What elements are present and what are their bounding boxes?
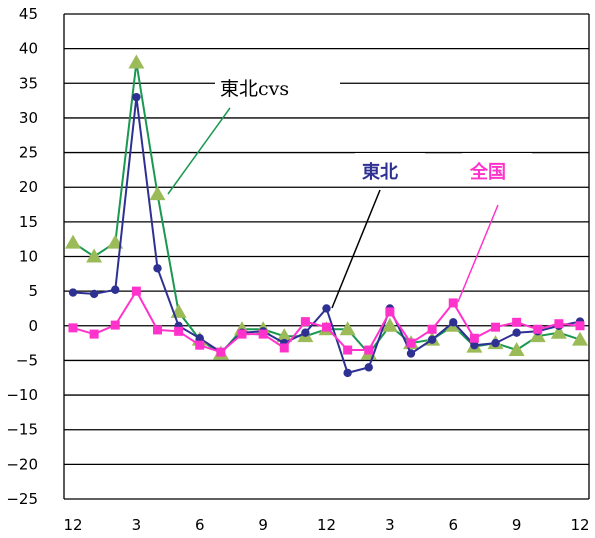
data-point: [364, 345, 374, 355]
data-point: [322, 304, 331, 313]
x-tick-label: 12: [63, 516, 82, 534]
y-tick-label: −25: [6, 490, 38, 508]
data-point: [575, 321, 585, 331]
y-tick-label: 30: [19, 109, 38, 127]
y-tick-label: −5: [16, 351, 38, 369]
data-point: [153, 264, 162, 273]
y-axis-tick-labels: 45 40 35 30 25 20 15 10 5 0 −5 −10 −15 −20 −25: [6, 5, 38, 508]
data-point: [276, 328, 293, 343]
data-point: [533, 324, 543, 334]
annotation-box: [215, 70, 340, 115]
data-point: [554, 319, 564, 329]
y-tick-label: 25: [19, 144, 38, 162]
data-point: [512, 317, 522, 327]
data-point: [111, 285, 120, 294]
y-tick-label: −10: [6, 386, 38, 404]
y-tick-label: 40: [19, 40, 38, 58]
data-point: [322, 322, 331, 332]
data-point: [258, 329, 268, 339]
data-point: [110, 320, 120, 330]
data-point: [449, 318, 458, 327]
data-point: [279, 343, 289, 353]
annotation-label: 東北: [362, 161, 398, 183]
data-point: [153, 325, 162, 335]
data-point: [385, 307, 395, 317]
data-point: [364, 363, 373, 372]
y-tick-label: 5: [28, 282, 38, 300]
data-point: [195, 340, 205, 350]
data-point: [448, 298, 458, 308]
data-point: [572, 331, 588, 346]
y-tick-label: 10: [19, 248, 38, 266]
data-point: [339, 321, 356, 336]
annotation-leader-line: [167, 107, 231, 195]
data-point: [237, 329, 247, 339]
annotation-label: 全国: [469, 161, 506, 183]
annotation-box: [355, 153, 425, 185]
x-tick-label: 3: [385, 516, 395, 534]
data-point: [470, 340, 479, 350]
data-point: [132, 92, 141, 102]
data-point: [89, 289, 99, 299]
data-point: [427, 335, 437, 344]
data-point: [550, 324, 567, 339]
data-point: [68, 323, 78, 333]
data-point: [512, 328, 521, 337]
data-point: [427, 324, 437, 334]
data-point: [65, 234, 81, 249]
data-point: [128, 54, 145, 69]
data-point: [508, 342, 525, 357]
data-point: [406, 338, 416, 348]
annotation-label: 東北cvs: [220, 78, 289, 100]
x-tick-label: 6: [195, 516, 205, 534]
series-annotations: 東北cvs 東北 全国: [167, 70, 532, 309]
data-point: [89, 329, 99, 339]
data-point: [149, 186, 166, 201]
y-tick-label: 15: [19, 213, 38, 231]
data-point: [469, 333, 479, 343]
y-tick-label: 45: [19, 5, 38, 23]
y-tick-label: 35: [19, 74, 38, 92]
y-tick-label: 20: [19, 178, 38, 196]
data-point: [343, 368, 352, 378]
data-point: [491, 338, 500, 348]
data-point: [195, 334, 204, 343]
x-tick-label: 9: [258, 516, 268, 534]
x-tick-label: 12: [317, 516, 336, 534]
data-point: [174, 326, 184, 336]
data-point: [406, 349, 416, 358]
data-point: [300, 317, 310, 327]
y-tick-label: −15: [6, 421, 38, 439]
annotation-box: [462, 153, 532, 185]
annotation-leader-line: [331, 189, 381, 309]
x-tick-label: 9: [512, 516, 522, 534]
data-point: [68, 288, 78, 297]
x-tick-label: 3: [132, 516, 142, 534]
data-point: [381, 317, 398, 332]
data-point: [301, 328, 310, 337]
data-point: [216, 347, 226, 357]
data-point: [491, 322, 500, 332]
data-point: [131, 286, 141, 296]
x-tick-label: 12: [570, 516, 589, 534]
y-tick-label: 0: [28, 317, 38, 335]
series-1: [68, 92, 585, 378]
data-series: [65, 54, 588, 378]
series-2: [68, 286, 585, 357]
x-axis-tick-labels: 12 3 6 9 12 3 6 9 12: [63, 516, 589, 534]
y-tick-label: −20: [6, 455, 38, 473]
data-point: [86, 248, 103, 263]
data-point: [343, 345, 353, 355]
x-tick-label: 6: [448, 516, 458, 534]
annotation-leader-line: [457, 204, 499, 303]
